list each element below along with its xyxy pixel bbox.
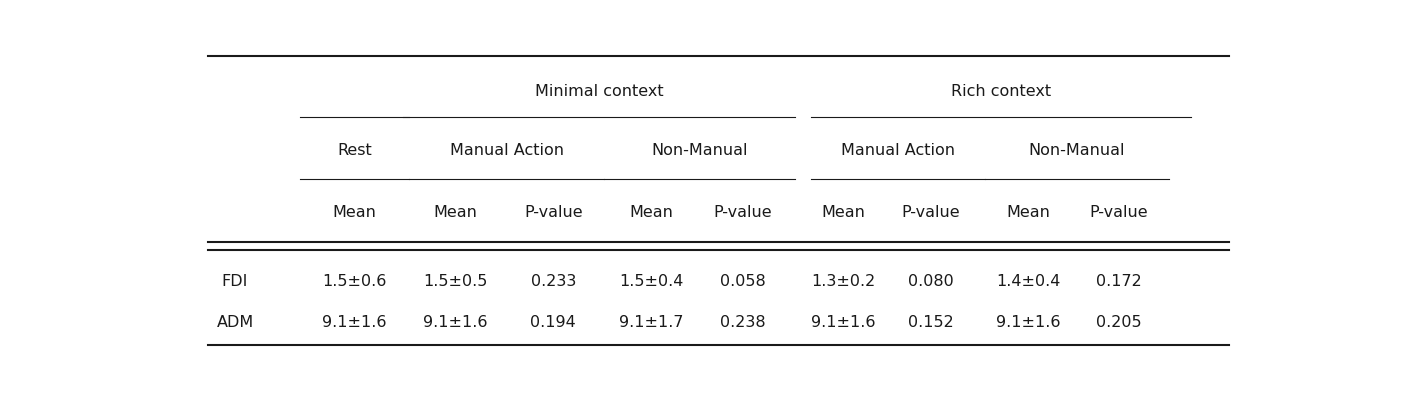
- Text: FDI: FDI: [222, 274, 248, 289]
- Text: Manual Action: Manual Action: [450, 143, 564, 158]
- Text: Mean: Mean: [332, 205, 377, 220]
- Text: 0.194: 0.194: [530, 315, 576, 330]
- Text: Manual Action: Manual Action: [841, 143, 955, 158]
- Text: 0.080: 0.080: [907, 274, 953, 289]
- Text: 0.238: 0.238: [719, 315, 765, 330]
- Text: 9.1±1.7: 9.1±1.7: [618, 315, 683, 330]
- Text: P-value: P-value: [901, 205, 960, 220]
- Text: 1.3±0.2: 1.3±0.2: [812, 274, 876, 289]
- Text: Rest: Rest: [336, 143, 372, 158]
- Text: ADM: ADM: [216, 315, 254, 330]
- Text: Minimal context: Minimal context: [534, 84, 663, 99]
- Text: 0.233: 0.233: [531, 274, 576, 289]
- Text: P-value: P-value: [524, 205, 583, 220]
- Text: Non-Manual: Non-Manual: [652, 143, 747, 158]
- Text: P-value: P-value: [1089, 205, 1148, 220]
- Text: 9.1±1.6: 9.1±1.6: [322, 315, 387, 330]
- Text: Mean: Mean: [629, 205, 673, 220]
- Text: 0.172: 0.172: [1095, 274, 1141, 289]
- Text: 9.1±1.6: 9.1±1.6: [812, 315, 876, 330]
- Text: 0.205: 0.205: [1095, 315, 1141, 330]
- Text: 1.5±0.5: 1.5±0.5: [423, 274, 488, 289]
- Text: Mean: Mean: [433, 205, 478, 220]
- Text: 9.1±1.6: 9.1±1.6: [995, 315, 1060, 330]
- Text: P-value: P-value: [714, 205, 771, 220]
- Text: Non-Manual: Non-Manual: [1029, 143, 1126, 158]
- Text: 0.058: 0.058: [719, 274, 765, 289]
- Text: Mean: Mean: [822, 205, 865, 220]
- Text: Rich context: Rich context: [951, 84, 1052, 99]
- Text: Mean: Mean: [1007, 205, 1050, 220]
- Text: 1.5±0.4: 1.5±0.4: [618, 274, 683, 289]
- Text: 1.4±0.4: 1.4±0.4: [995, 274, 1060, 289]
- Text: 0.152: 0.152: [907, 315, 953, 330]
- Text: 9.1±1.6: 9.1±1.6: [423, 315, 488, 330]
- Text: 1.5±0.6: 1.5±0.6: [322, 274, 387, 289]
